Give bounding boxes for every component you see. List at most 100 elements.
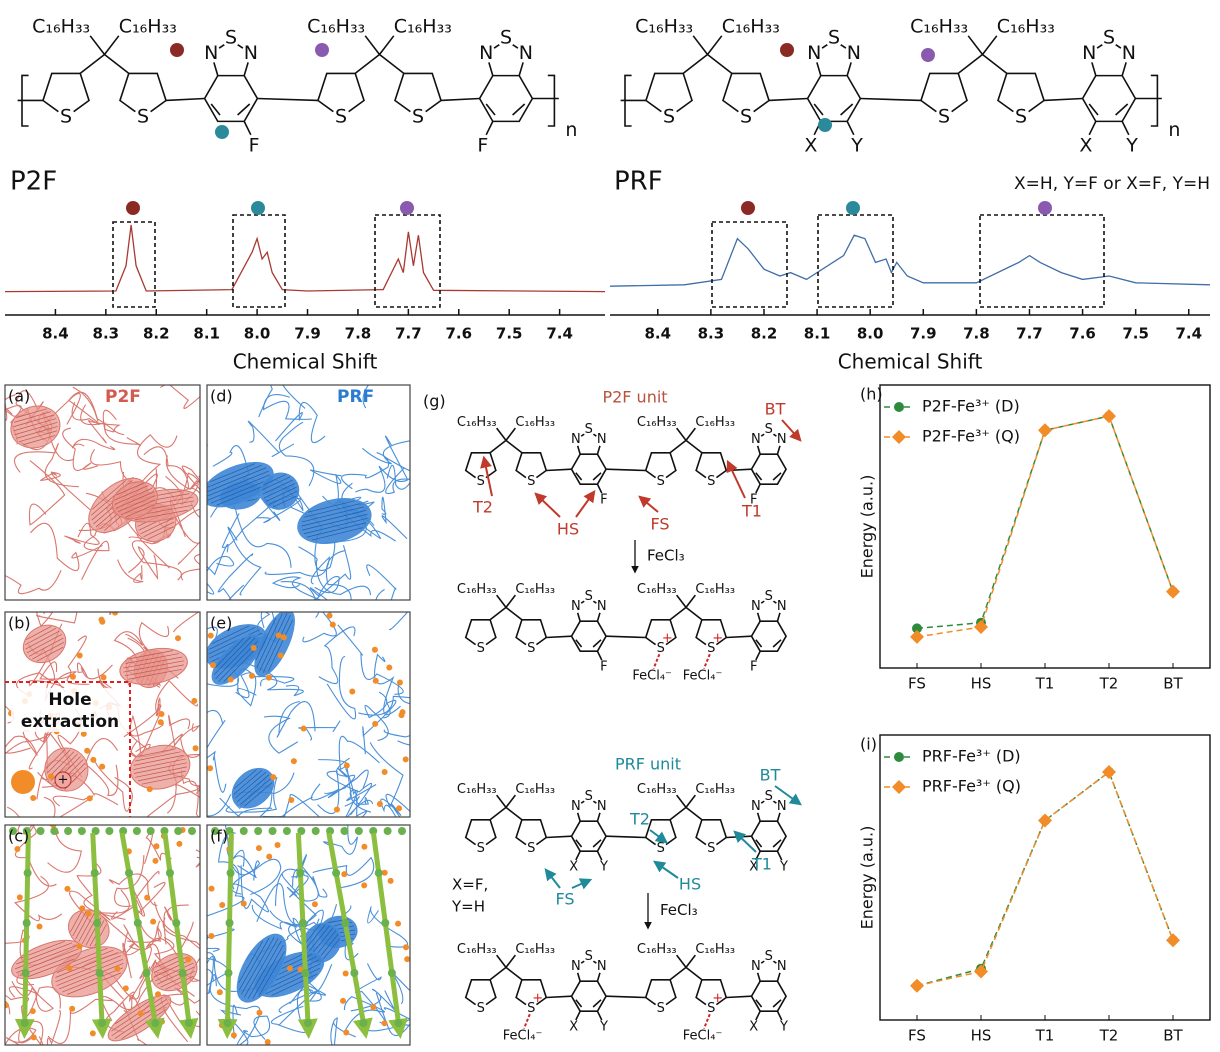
atom-label: S (477, 474, 485, 489)
bond (776, 1010, 783, 1021)
polymer-strand (292, 868, 328, 898)
atom-bg (582, 423, 596, 437)
carrier (90, 869, 99, 877)
proton-marker (400, 201, 414, 215)
polymer-strand (298, 546, 372, 596)
bond (237, 103, 251, 116)
benzene-ring (806, 74, 862, 123)
polymer-strand (80, 404, 142, 446)
data-point (974, 964, 988, 979)
bond (592, 472, 602, 481)
atom-label: S (585, 949, 593, 964)
atom-label: N (597, 799, 607, 814)
lamella (255, 617, 277, 660)
atom-bg (582, 950, 596, 964)
polymer-strand (7, 796, 56, 817)
alkyl-label: C₁₆H₃₃ (515, 942, 555, 957)
atom-bg (775, 960, 789, 974)
polymer-strand (128, 870, 160, 917)
bracket (1150, 74, 1159, 127)
proton-marker (251, 201, 265, 215)
lamella (114, 997, 155, 1025)
atom-bg (1119, 43, 1139, 63)
atom-bg (1011, 107, 1031, 127)
bridge-ring (489, 966, 523, 981)
polymer-strand (122, 1001, 148, 1045)
lamella (233, 769, 257, 790)
dopant (326, 612, 333, 619)
bridge-ring (682, 53, 733, 75)
polymer-strand (207, 719, 227, 793)
thiophene-ring (644, 818, 677, 850)
charge: + (712, 631, 723, 646)
lamella (147, 526, 174, 540)
polymer-strand (271, 576, 323, 600)
dopant (286, 965, 293, 972)
site-arrow (726, 459, 746, 499)
lamella (121, 1009, 166, 1040)
panel-label: (i) (860, 735, 877, 754)
lamella (208, 629, 260, 655)
morphology (5, 385, 200, 595)
carrier (50, 827, 59, 835)
atom-label: X (804, 134, 817, 156)
lamella (157, 966, 195, 985)
transport-path (90, 832, 112, 1039)
polymer-strand (17, 825, 35, 835)
polymer-strand (247, 420, 295, 458)
carrier (64, 827, 73, 835)
coordination (703, 1013, 711, 1029)
carrier (381, 919, 390, 927)
atom-bg (749, 600, 763, 614)
bond (846, 121, 855, 136)
atom-bg (934, 107, 954, 127)
bond (692, 35, 709, 55)
crystallite (119, 647, 188, 685)
bond (685, 794, 696, 808)
atom-label: S (657, 841, 665, 856)
x-tick-label: BT (1163, 675, 1183, 693)
polymer-strand (337, 766, 377, 801)
lamella (125, 504, 154, 518)
benzene-ring (570, 820, 608, 852)
dopant (361, 882, 368, 889)
lamella (239, 937, 270, 990)
atom-bg (775, 433, 789, 447)
polymer-strand (163, 904, 189, 945)
polymer-strand (64, 522, 100, 545)
peak-box (232, 214, 286, 308)
carrier (188, 827, 196, 835)
atom-label: S (412, 106, 424, 128)
bond (813, 103, 824, 116)
dopant (208, 933, 215, 940)
x-tick-label: 7.7 (1016, 325, 1043, 343)
atom-bg (597, 1020, 611, 1034)
polymer-strand (366, 564, 397, 600)
lamella (116, 482, 144, 496)
carrier (383, 827, 392, 835)
lamella (311, 527, 364, 541)
polymer-strand (389, 612, 409, 631)
dopant (192, 745, 199, 752)
atom-bg (133, 107, 153, 127)
bond (1115, 103, 1129, 116)
charge: + (532, 991, 543, 1006)
polymer-strand (15, 825, 57, 887)
x-tick-label: 8.3 (698, 325, 725, 343)
atom-bg (56, 107, 76, 127)
bond (596, 1010, 603, 1021)
carrier (387, 969, 396, 977)
crystallite-body (236, 933, 287, 1003)
lamella (213, 636, 251, 675)
atom-label: S (828, 27, 840, 49)
bond (440, 97, 480, 102)
bond (772, 472, 782, 481)
bond (1088, 121, 1097, 136)
atom-bg (749, 960, 763, 974)
bond (378, 35, 395, 55)
atom-bg (762, 590, 776, 604)
crystallite (236, 933, 287, 1003)
dopant (99, 618, 106, 625)
atom-label: S (740, 106, 752, 128)
atom-bg (569, 960, 583, 974)
